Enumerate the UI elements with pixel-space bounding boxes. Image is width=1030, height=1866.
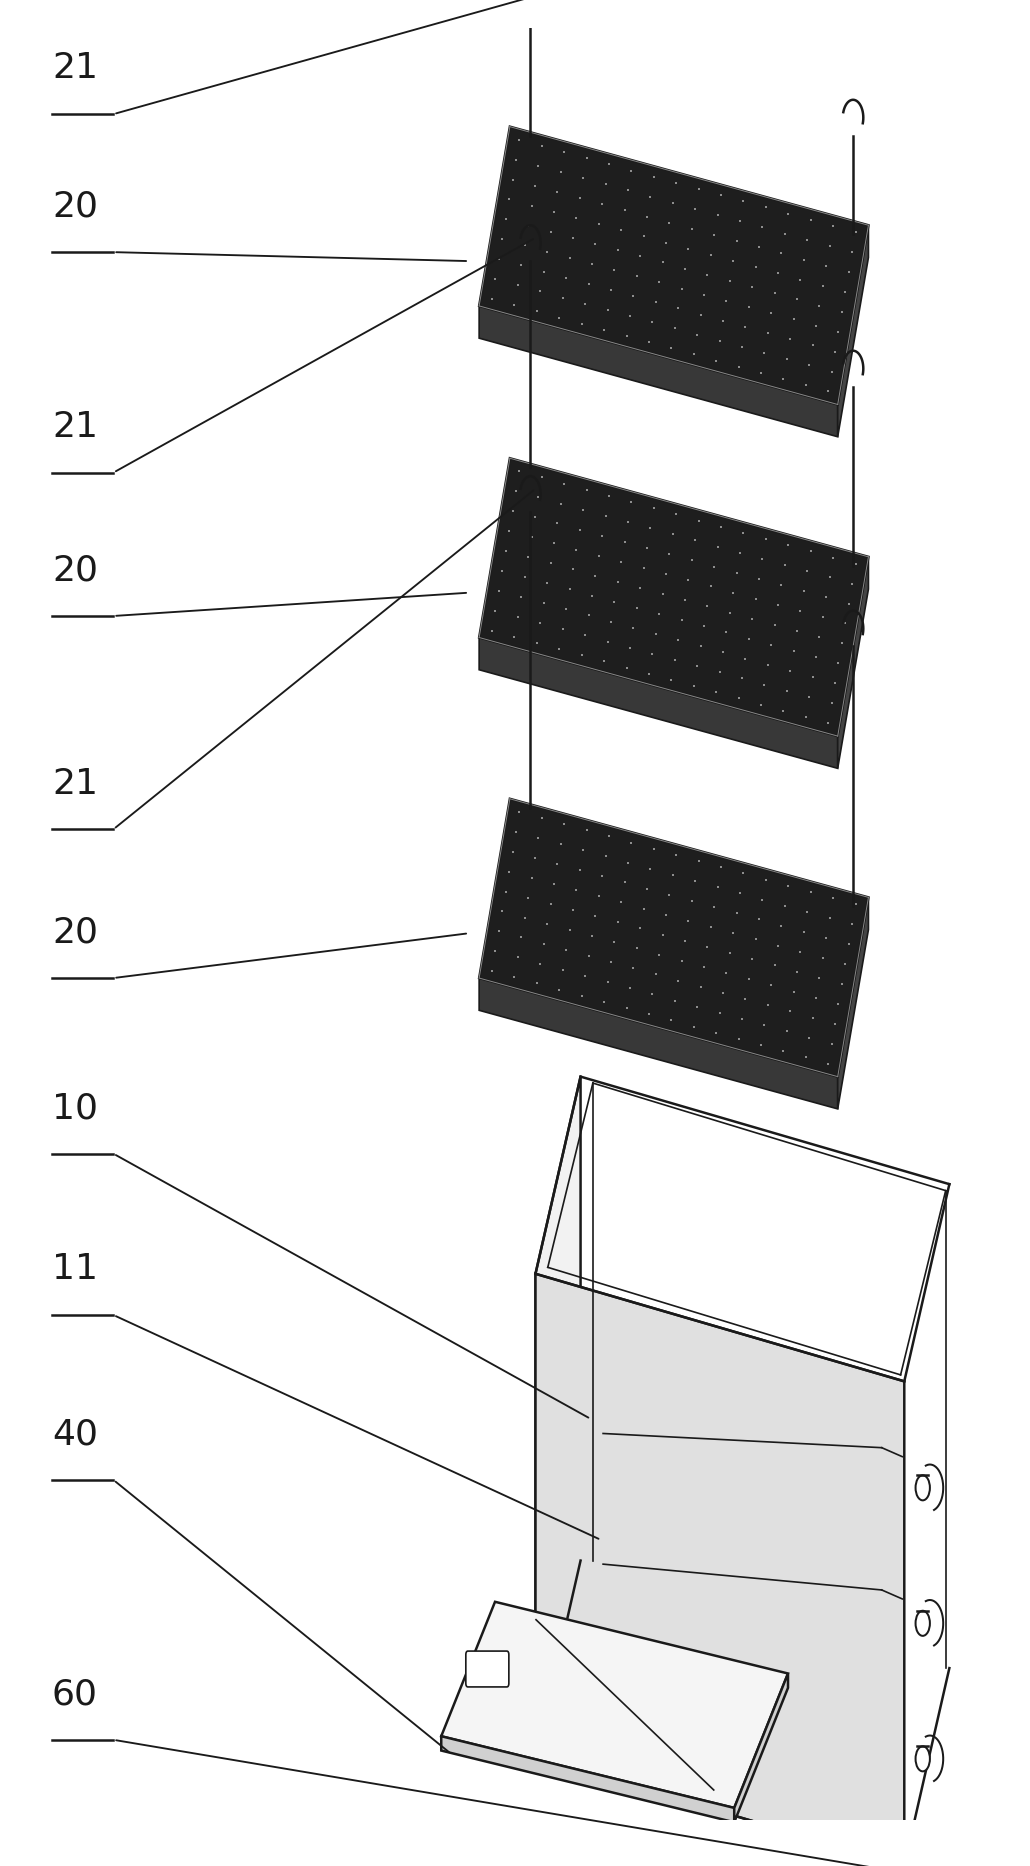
Circle shape <box>916 1476 930 1500</box>
Text: 10: 10 <box>52 1092 98 1125</box>
Polygon shape <box>837 226 868 437</box>
Circle shape <box>916 1844 930 1866</box>
Text: 20: 20 <box>52 916 98 950</box>
Text: 21: 21 <box>52 411 98 444</box>
Polygon shape <box>441 1735 734 1823</box>
Text: 20: 20 <box>52 554 98 588</box>
Polygon shape <box>479 306 837 437</box>
Polygon shape <box>479 799 868 1077</box>
Polygon shape <box>536 1274 904 1866</box>
Polygon shape <box>536 1077 581 1758</box>
Text: 60: 60 <box>52 1678 98 1711</box>
Text: 11: 11 <box>52 1252 98 1286</box>
Polygon shape <box>734 1674 788 1823</box>
Circle shape <box>916 1610 930 1636</box>
Text: 40: 40 <box>52 1418 98 1452</box>
Polygon shape <box>479 127 868 405</box>
Polygon shape <box>479 459 868 735</box>
Text: 20: 20 <box>52 190 98 224</box>
Polygon shape <box>479 638 837 769</box>
FancyBboxPatch shape <box>466 1651 509 1687</box>
Polygon shape <box>441 1601 788 1808</box>
Text: 21: 21 <box>52 52 98 86</box>
Text: 21: 21 <box>52 767 98 801</box>
Polygon shape <box>479 978 837 1108</box>
Polygon shape <box>837 898 868 1108</box>
Polygon shape <box>837 556 868 769</box>
Circle shape <box>916 1747 930 1771</box>
